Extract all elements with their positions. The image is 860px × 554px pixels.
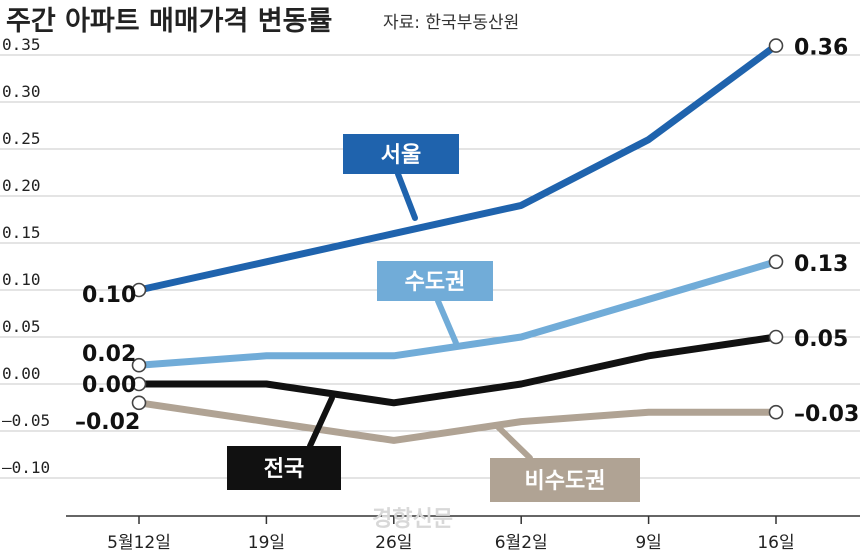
callout-pointer xyxy=(307,395,335,449)
x-axis: 5월12일 19일 26일 6월2일 9일 16일 xyxy=(66,515,860,553)
data-label-end: 0.13 xyxy=(794,252,848,277)
data-label-start: 0.00 xyxy=(82,373,136,398)
y-tick-label: 0.20 xyxy=(2,176,41,195)
y-tick-label: 0.10 xyxy=(2,270,41,289)
series-name-label: 전국 xyxy=(264,457,304,482)
series-point xyxy=(131,395,147,411)
x-tick-label: 6월2일 xyxy=(495,533,548,553)
y-tick-label: –0.05 xyxy=(2,411,50,430)
series-point xyxy=(131,357,147,373)
series-name-label: 서울 xyxy=(381,143,421,168)
series-name-box xyxy=(343,134,459,174)
callout-pointer xyxy=(395,171,418,221)
series-name-box xyxy=(227,446,341,490)
y-tick-label: 0.05 xyxy=(2,317,41,336)
series-name-label: 비수도권 xyxy=(525,469,606,494)
series-name-box xyxy=(377,261,493,301)
watermark: 경향신문 xyxy=(372,507,453,532)
chart-title: 주간 아파트 매매가격 변동률 xyxy=(6,6,332,37)
series-point xyxy=(131,376,147,392)
series-line-0 xyxy=(135,42,780,294)
series-point xyxy=(768,38,784,53)
callout-pointer xyxy=(493,422,533,461)
data-label-end: –0.03 xyxy=(794,402,859,427)
series-name-box xyxy=(490,458,640,502)
x-tick-label: 9일 xyxy=(635,533,661,553)
y-tick-label: 0.35 xyxy=(2,35,41,54)
series-point xyxy=(768,404,784,420)
data-label-start: 0.02 xyxy=(82,342,136,367)
data-label-end: 0.05 xyxy=(794,327,848,352)
x-tick-label: 19일 xyxy=(248,533,285,553)
data-label-start: 0.10 xyxy=(82,283,136,308)
series-point xyxy=(131,282,147,298)
x-tick-label: 16일 xyxy=(757,533,794,553)
y-axis: 0.35 0.30 0.25 0.20 0.15 0.10 0.05 0.00 –0.05 –0.… xyxy=(2,35,50,477)
series-name-label: 수도권 xyxy=(405,270,466,295)
y-tick-label: 0.15 xyxy=(2,223,41,242)
series-line-3 xyxy=(135,399,780,444)
y-tick-label: –0.10 xyxy=(2,458,50,477)
series-line-2 xyxy=(135,333,780,407)
series-lines xyxy=(131,38,784,444)
data-labels: 0.10 0.36 0.02 0.13 0.00 0.05 –0.02 –0.03 xyxy=(75,36,859,435)
source-note: 자료: 한국부동산원 xyxy=(383,13,519,33)
data-label-start: –0.02 xyxy=(75,410,140,435)
callout-pointer xyxy=(435,298,459,346)
x-tick-label: 5월12일 xyxy=(107,533,171,553)
data-label-end: 0.36 xyxy=(794,36,848,61)
y-tick-label: 0.25 xyxy=(2,129,41,148)
series-point xyxy=(768,254,784,270)
y-tick-label: 0.30 xyxy=(2,82,41,101)
series-line-1 xyxy=(135,258,780,369)
y-tick-label: 0.00 xyxy=(2,364,41,383)
x-tick-label: 26일 xyxy=(375,533,412,553)
series-point xyxy=(768,329,784,345)
